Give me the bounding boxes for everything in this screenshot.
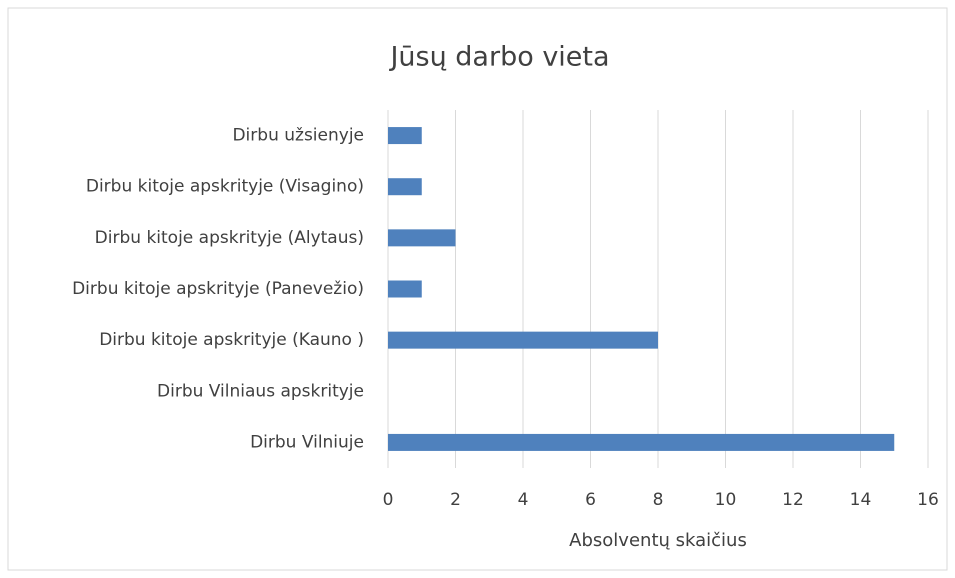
bar (388, 229, 456, 247)
x-axis-title: Absolventų skaičius (569, 530, 747, 551)
y-tick-label: Dirbu Vilniuje (250, 432, 364, 452)
chart-frame (7, 7, 948, 571)
x-tick-label: 2 (450, 490, 461, 510)
bar (388, 433, 895, 451)
bar (388, 127, 422, 145)
y-tick-label: Dirbu užsienyje (232, 126, 364, 146)
bar (388, 178, 422, 196)
x-tick-label: 16 (917, 490, 939, 510)
y-tick-label: Dirbu kitoje apskrityje (Alytaus) (95, 228, 364, 248)
x-tick-label: 6 (585, 490, 596, 510)
x-tick-label: 12 (782, 490, 804, 510)
y-tick-label: Dirbu kitoje apskrityje (Visagino) (86, 177, 364, 197)
x-tick-label: 14 (850, 490, 872, 510)
bar (388, 331, 658, 349)
x-tick-label: 10 (715, 490, 737, 510)
x-tick-label: 8 (653, 490, 664, 510)
y-tick-label: Dirbu kitoje apskrityje (Panevežio) (72, 279, 364, 299)
x-tick-label: 4 (518, 490, 529, 510)
y-tick-label: Dirbu kitoje apskrityje (Kauno ) (99, 330, 364, 350)
bar (388, 280, 422, 298)
y-tick-label: Dirbu Vilniaus apskrityje (157, 381, 364, 401)
x-tick-label: 0 (383, 490, 394, 510)
chart-title: Jūsų darbo vieta (388, 42, 609, 73)
